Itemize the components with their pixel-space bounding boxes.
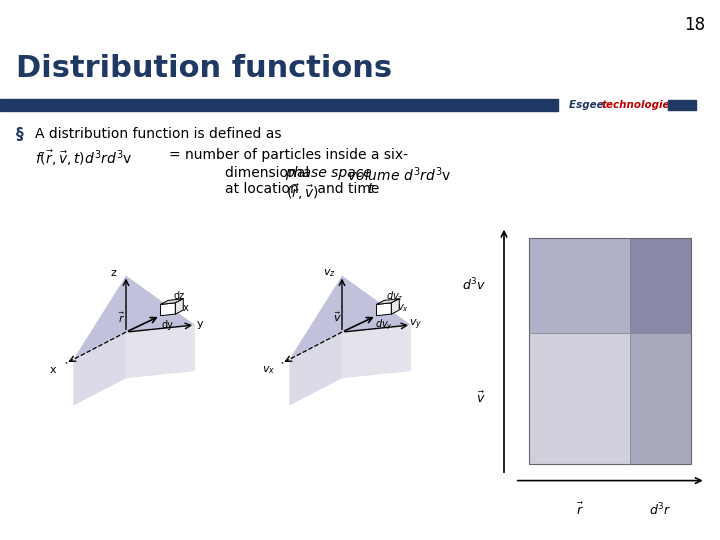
Text: 18: 18 [685,16,706,34]
Text: dz: dz [174,292,184,301]
Text: $v_y$: $v_y$ [409,317,423,332]
Polygon shape [289,332,342,406]
Text: dy: dy [162,320,174,329]
Text: $(\vec{r},\vec{v})$: $(\vec{r},\vec{v})$ [286,182,318,201]
Polygon shape [392,299,400,314]
Text: phase space: phase space [285,166,372,180]
Text: $\vec{r}$: $\vec{r}$ [575,502,583,518]
Text: = number of particles inside a six-: = number of particles inside a six- [169,148,408,163]
Polygon shape [73,332,126,406]
Text: dx: dx [178,302,190,313]
Text: §: § [16,127,24,142]
Text: Esgee: Esgee [569,100,607,110]
Polygon shape [377,303,392,316]
Text: A distribution function is defined as: A distribution function is defined as [35,127,281,141]
Bar [629,238,691,333]
Polygon shape [126,325,195,378]
Polygon shape [161,303,176,316]
Text: $v_x$: $v_x$ [262,364,276,376]
Text: and time: and time [313,182,388,196]
Polygon shape [176,299,184,314]
Bar [529,333,630,464]
Text: dimensional: dimensional [225,166,314,180]
Polygon shape [161,299,184,305]
Polygon shape [377,299,400,305]
Bar [668,100,696,110]
Text: $dv_x$: $dv_x$ [391,301,409,314]
Polygon shape [342,325,411,378]
Text: z: z [110,268,116,278]
Text: $\vec{r}$: $\vec{r}$ [118,310,125,325]
Text: $t$: $t$ [367,182,375,196]
Text: $dv_z$: $dv_z$ [386,289,404,303]
Text: $\vec{v}$: $\vec{v}$ [477,391,486,406]
Text: $v_z$: $v_z$ [323,267,336,279]
Bar [629,333,691,464]
Bar [529,238,691,464]
Text: at location: at location [225,182,308,196]
Text: volume $d^3rd^3\mathrm{v}$: volume $d^3rd^3\mathrm{v}$ [343,166,451,184]
Text: Distribution functions: Distribution functions [16,54,392,83]
Polygon shape [289,275,411,360]
Text: $dv_y$: $dv_y$ [375,318,393,332]
Text: y: y [197,319,203,329]
Text: technologies: technologies [601,100,676,110]
Text: $d^3r$: $d^3r$ [649,502,672,519]
Bar [0,99,558,111]
Text: x: x [50,365,56,375]
Text: $f(\vec{r},\vec{v},t)d^3rd^3\mathrm{v}$: $f(\vec{r},\vec{v},t)d^3rd^3\mathrm{v}$ [35,148,132,168]
Polygon shape [73,275,195,360]
Text: $d^3v$: $d^3v$ [462,277,486,294]
Bar [529,238,630,333]
Text: $\vec{v}$: $\vec{v}$ [333,310,342,325]
